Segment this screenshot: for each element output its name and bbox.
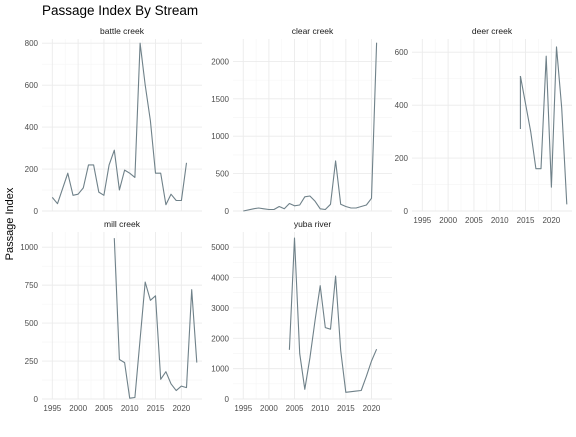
x-tick-label: 2000 (69, 404, 87, 413)
x-tick-label: 2005 (95, 404, 113, 413)
x-tick-label: 2010 (121, 404, 139, 413)
y-tick-label: 600 (25, 81, 39, 90)
y-tick-label: 400 (25, 123, 39, 132)
y-tick-label: 2000 (211, 334, 229, 343)
series-line (113, 238, 198, 399)
x-tick-label: 2020 (172, 404, 190, 413)
x-tick-label: 2020 (542, 216, 560, 225)
y-axis-label: Passage Index (4, 187, 16, 260)
x-tick-label: 1995 (234, 404, 252, 413)
panel-deer-creek: deer creek 1995 2000 2005 2010 2015 2020 0 200 40… (395, 26, 572, 225)
chart-title: Passage Index By Stream (42, 3, 198, 18)
series-line (519, 46, 568, 205)
panel-yuba-river: yuba river 1995 2000 2005 2010 2015 2020 0 1000 2… (211, 219, 392, 413)
x-tick-label: 1995 (43, 404, 61, 413)
y-tick-label: 250 (25, 357, 39, 366)
y-tick-label: 1000 (20, 243, 38, 252)
y-tick-label: 5000 (211, 243, 229, 252)
x-tick-label: 2015 (337, 404, 355, 413)
y-tick-label: 200 (395, 154, 409, 163)
y-tick-label: 500 (25, 319, 39, 328)
series-line (288, 237, 378, 393)
x-tick-label: 2000 (260, 404, 278, 413)
panel-clear-creek: clear creek 0 500 1000 1500 2000 (211, 26, 392, 216)
y-tick-label: 4000 (211, 274, 229, 283)
y-tick-label: 800 (25, 39, 39, 48)
facet-strip-label: clear creek (292, 26, 334, 36)
y-tick-label: 0 (225, 207, 230, 216)
facet-strip-label: yuba river (294, 219, 331, 229)
x-tick-label: 1995 (413, 216, 431, 225)
y-tick-label: 600 (395, 48, 409, 57)
x-tick-label: 2015 (517, 216, 535, 225)
facet-strip-label: deer creek (472, 26, 513, 36)
y-tick-label: 500 (216, 170, 230, 179)
y-tick-label: 200 (25, 165, 39, 174)
x-tick-label: 2000 (439, 216, 457, 225)
panel-mill-creek: mill creek 1995 2000 2005 2010 2015 2020 0 250 50… (20, 219, 202, 413)
y-tick-label: 2000 (211, 57, 229, 66)
y-tick-label: 0 (34, 207, 39, 216)
series-line (243, 42, 378, 212)
x-tick-label: 2020 (363, 404, 381, 413)
y-tick-label: 1000 (211, 365, 229, 374)
y-tick-label: 0 (404, 207, 409, 216)
x-tick-label: 2010 (491, 216, 509, 225)
y-tick-label: 0 (225, 395, 230, 404)
y-tick-label: 750 (25, 281, 39, 290)
y-tick-label: 3000 (211, 304, 229, 313)
panel-battle-creek: battle creek 0 200 400 600 800 (25, 26, 202, 216)
series-line (51, 42, 188, 206)
y-tick-label: 400 (395, 101, 409, 110)
facet-strip-label: battle creek (100, 26, 145, 36)
x-tick-label: 2015 (147, 404, 165, 413)
y-tick-label: 0 (34, 395, 39, 404)
y-tick-label: 1000 (211, 132, 229, 141)
y-tick-label: 1500 (211, 95, 229, 104)
facet-strip-label: mill creek (104, 219, 141, 229)
x-tick-label: 2010 (311, 404, 329, 413)
x-tick-label: 2005 (286, 404, 304, 413)
x-tick-label: 2005 (465, 216, 483, 225)
